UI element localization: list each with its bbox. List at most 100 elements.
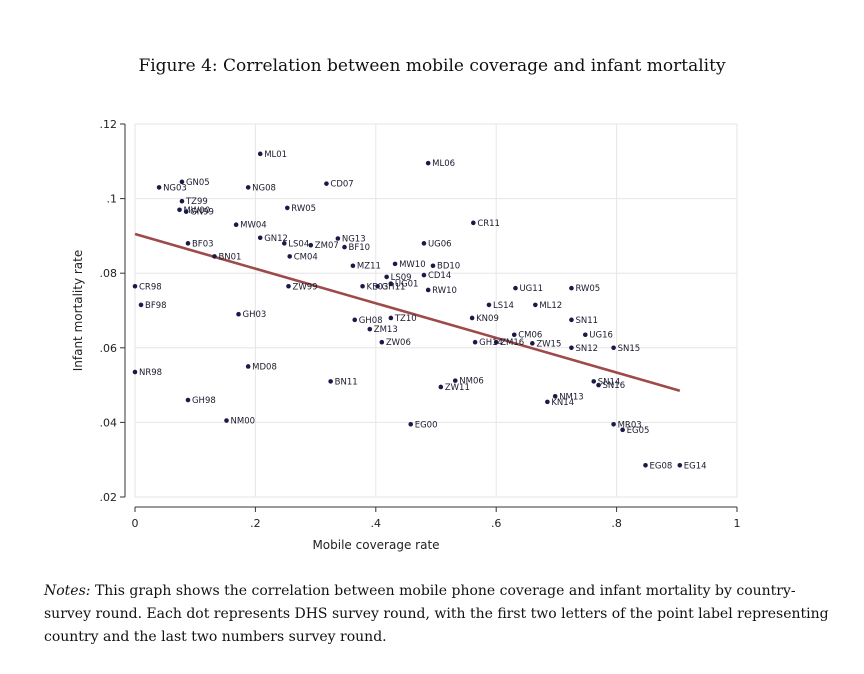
grid-layer bbox=[134, 123, 738, 498]
point-label: LS14 bbox=[493, 301, 514, 311]
data-point bbox=[677, 462, 683, 468]
data-point bbox=[350, 263, 356, 269]
point-label: RW05 bbox=[291, 204, 316, 214]
point-label: EG00 bbox=[415, 420, 438, 430]
y-axis-title: Infant mortality rate bbox=[71, 250, 85, 372]
data-point bbox=[245, 364, 251, 369]
point-label: BF98 bbox=[145, 301, 167, 311]
point-label: NG03 bbox=[163, 183, 187, 193]
data-point bbox=[392, 261, 398, 267]
point-label: GH98 bbox=[192, 396, 216, 406]
point-label: ZW15 bbox=[536, 339, 561, 349]
data-point bbox=[511, 332, 517, 338]
point-label: CR11 bbox=[477, 219, 500, 229]
data-point bbox=[352, 317, 358, 323]
point-label: ML06 bbox=[432, 159, 455, 169]
point-label: BN01 bbox=[218, 252, 241, 262]
point-label: GH11 bbox=[382, 282, 406, 292]
point-label: MD08 bbox=[252, 362, 277, 372]
point-label: KN14 bbox=[551, 398, 574, 408]
x-tick-label: 1 bbox=[734, 517, 741, 530]
data-point bbox=[596, 382, 601, 388]
point-label: CM06 bbox=[518, 331, 542, 341]
point-label: GH08 bbox=[359, 316, 383, 326]
point-label: SN14 bbox=[598, 377, 621, 387]
data-point bbox=[185, 241, 191, 246]
data-point bbox=[643, 462, 648, 468]
point-label: CD07 bbox=[330, 180, 353, 190]
y-tick-label: .06 bbox=[100, 342, 118, 355]
data-point bbox=[582, 332, 588, 338]
point-label: NM00 bbox=[231, 417, 256, 427]
notes-lead: Notes: bbox=[44, 583, 91, 599]
point-label: SN16 bbox=[603, 381, 626, 391]
data-point bbox=[421, 241, 427, 246]
x-tick-label: .8 bbox=[611, 517, 622, 530]
fit-line-layer bbox=[134, 232, 681, 392]
point-label: LS04 bbox=[288, 239, 309, 249]
data-point bbox=[324, 181, 329, 186]
point-label: ZM13 bbox=[374, 325, 398, 335]
data-point bbox=[569, 345, 574, 351]
point-label: MR03 bbox=[618, 420, 642, 430]
data-point bbox=[472, 339, 478, 345]
point-label: GN12 bbox=[264, 234, 288, 244]
point-label: TZ99 bbox=[185, 197, 208, 207]
data-point bbox=[388, 315, 394, 321]
data-point bbox=[452, 378, 458, 383]
data-point bbox=[533, 302, 538, 308]
x-tick-label: .6 bbox=[491, 517, 502, 530]
point-label: KN09 bbox=[476, 314, 499, 324]
data-point bbox=[183, 209, 189, 214]
data-point bbox=[287, 254, 293, 259]
point-label: GN05 bbox=[186, 178, 210, 188]
point-label: RW10 bbox=[432, 286, 457, 296]
data-point bbox=[569, 285, 574, 291]
point-label: BF10 bbox=[348, 243, 370, 253]
notes-text: This graph shows the correlation between… bbox=[44, 583, 829, 645]
point-label: EG14 bbox=[684, 461, 707, 471]
data-point bbox=[281, 241, 287, 246]
point-label: ZM07 bbox=[315, 241, 339, 251]
data-point bbox=[286, 283, 291, 289]
point-label: RW05 bbox=[575, 284, 600, 294]
data-point bbox=[342, 244, 347, 250]
figure-notes: Notes: This graph shows the correlation … bbox=[44, 580, 834, 649]
point-label: LS09 bbox=[391, 273, 412, 283]
point-label: MW10 bbox=[399, 260, 426, 270]
point-label: SN11 bbox=[575, 316, 598, 326]
point-label: CR98 bbox=[139, 282, 162, 292]
y-tick-label: .04 bbox=[100, 416, 118, 429]
point-label: UG01 bbox=[395, 280, 419, 290]
data-point bbox=[132, 283, 138, 289]
point-label: UG06 bbox=[428, 239, 452, 249]
point-label: GH14 bbox=[479, 338, 503, 348]
data-point bbox=[185, 397, 191, 403]
point-label: MW04 bbox=[240, 221, 267, 231]
data-point bbox=[552, 393, 558, 399]
point-label: CM04 bbox=[294, 252, 318, 262]
data-point bbox=[620, 427, 625, 433]
data-point bbox=[224, 418, 229, 423]
point-label: ML01 bbox=[264, 150, 287, 160]
point-label: ZW99 bbox=[293, 282, 318, 292]
point-label: ZM16 bbox=[500, 338, 524, 348]
data-point bbox=[179, 179, 185, 185]
data-point bbox=[328, 379, 333, 384]
data-point bbox=[471, 220, 476, 226]
data-point bbox=[285, 205, 290, 211]
data-point bbox=[257, 235, 263, 241]
point-label: NG08 bbox=[252, 183, 276, 193]
point-label: NG13 bbox=[342, 235, 366, 245]
x-tick-label: 0 bbox=[132, 517, 139, 530]
point-label: UG16 bbox=[589, 331, 613, 341]
data-point bbox=[388, 281, 394, 286]
y-tick-label: .1 bbox=[107, 193, 118, 206]
data-point bbox=[233, 222, 239, 228]
data-point bbox=[236, 311, 241, 317]
point-label: MW00 bbox=[184, 206, 211, 216]
scatter-chart: .02 .04 .06 .08 .1 .12 0 .2 .4 .6 .8 1 Mobile covera… bbox=[71, 118, 741, 552]
x-tick-label: .2 bbox=[250, 517, 261, 530]
point-label: EG05 bbox=[627, 426, 650, 436]
data-point bbox=[611, 345, 616, 351]
